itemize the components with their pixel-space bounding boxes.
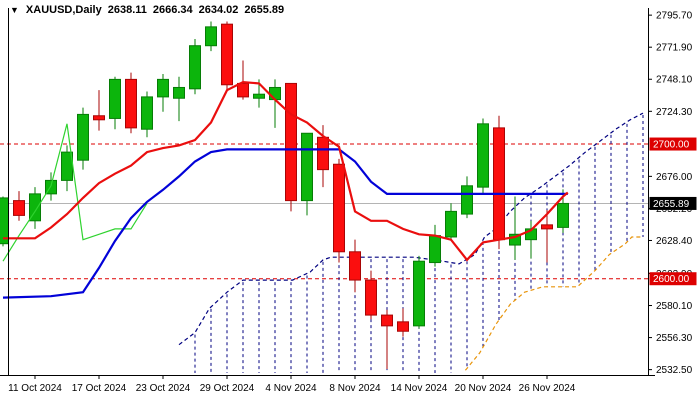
candle-body xyxy=(173,86,185,99)
date-tick-label: 4 Nov 2024 xyxy=(265,383,317,394)
ohlc-close-value: 2655.89 xyxy=(244,4,285,16)
candle-body xyxy=(493,127,505,241)
candle-body xyxy=(381,314,393,327)
price-tick-label: 2724.30 xyxy=(656,107,693,118)
candle-body xyxy=(365,279,377,316)
date-tick-label: 20 Nov 2024 xyxy=(455,383,512,394)
price-tick-label: 2795.70 xyxy=(656,11,693,22)
candle-body xyxy=(253,93,265,99)
candle-body xyxy=(61,151,73,181)
date-tick-label: 29 Oct 2024 xyxy=(200,383,255,394)
price-tick-label: 2771.90 xyxy=(656,43,693,54)
candle-body xyxy=(397,321,409,332)
candle-body xyxy=(189,45,201,90)
senkou-span-b-line xyxy=(464,236,643,371)
price-level-badge: 2700.00 xyxy=(653,140,690,151)
price-level-badge: 2600.00 xyxy=(653,274,690,285)
date-tick-label: 11 Oct 2024 xyxy=(8,383,62,394)
price-tick-label: 2628.40 xyxy=(656,236,693,247)
date-tick-label: 14 Nov 2024 xyxy=(391,383,448,394)
candle-body xyxy=(141,96,153,130)
symbol-dropdown-icon[interactable]: ▼ xyxy=(10,5,19,15)
current-price-badge-bg xyxy=(649,196,697,210)
price-level-badge-bg xyxy=(649,137,697,151)
date-tick-label: 17 Oct 2024 xyxy=(72,383,127,394)
symbol-timeframe-label: XAUUSD,Daily xyxy=(25,4,102,16)
ohlc-open-value: 2638.11 xyxy=(107,4,147,16)
price-tick-label: 2676.00 xyxy=(656,172,693,183)
candle-body xyxy=(93,115,105,121)
kijun-sen-line xyxy=(2,148,568,299)
ohlc-low-value: 2634.02 xyxy=(198,4,239,16)
price-tick-label: 2580.10 xyxy=(656,301,693,312)
candle-body xyxy=(461,185,473,215)
candle-body xyxy=(509,233,521,246)
candle-body xyxy=(349,251,361,281)
candle-body xyxy=(237,82,249,98)
candle-body xyxy=(317,136,329,171)
senkou-span-a-line xyxy=(178,112,644,346)
candle-body xyxy=(157,78,169,98)
candle-body xyxy=(413,260,425,327)
candle-body xyxy=(333,163,345,253)
candle-body xyxy=(557,202,569,228)
candle-body xyxy=(13,200,25,216)
candle-body xyxy=(109,78,121,119)
date-tick-label: 26 Nov 2024 xyxy=(519,383,576,394)
candle-body xyxy=(221,23,233,86)
chart-header: ▼ XAUUSD,Daily 2638.11 2666.34 2634.02 2… xyxy=(10,3,290,17)
date-tick-label: 8 Nov 2024 xyxy=(329,383,381,394)
price-tick-label: 2532.50 xyxy=(656,365,693,376)
candle-body xyxy=(77,113,89,161)
date-tick-label: 23 Oct 2024 xyxy=(136,383,191,394)
candle-body xyxy=(125,78,137,129)
candle-body xyxy=(445,210,457,238)
candle-body xyxy=(0,197,9,245)
candle-body xyxy=(205,26,217,47)
ohlc-high-value: 2666.34 xyxy=(152,4,193,16)
tenkan-sen-line xyxy=(3,80,569,262)
candle-body xyxy=(429,235,441,264)
candle-body xyxy=(45,179,57,195)
candle-body xyxy=(301,132,313,202)
price-tick-label: 2556.30 xyxy=(656,333,693,344)
candle-body xyxy=(269,86,281,101)
candle-body xyxy=(29,193,41,222)
price-tick-label: 2748.10 xyxy=(656,75,693,86)
candle-body xyxy=(541,224,553,230)
price-level-badge-bg xyxy=(649,272,697,286)
current-price-badge: 2655.89 xyxy=(653,199,690,210)
candle-body xyxy=(285,82,297,202)
candle-body xyxy=(477,123,489,188)
